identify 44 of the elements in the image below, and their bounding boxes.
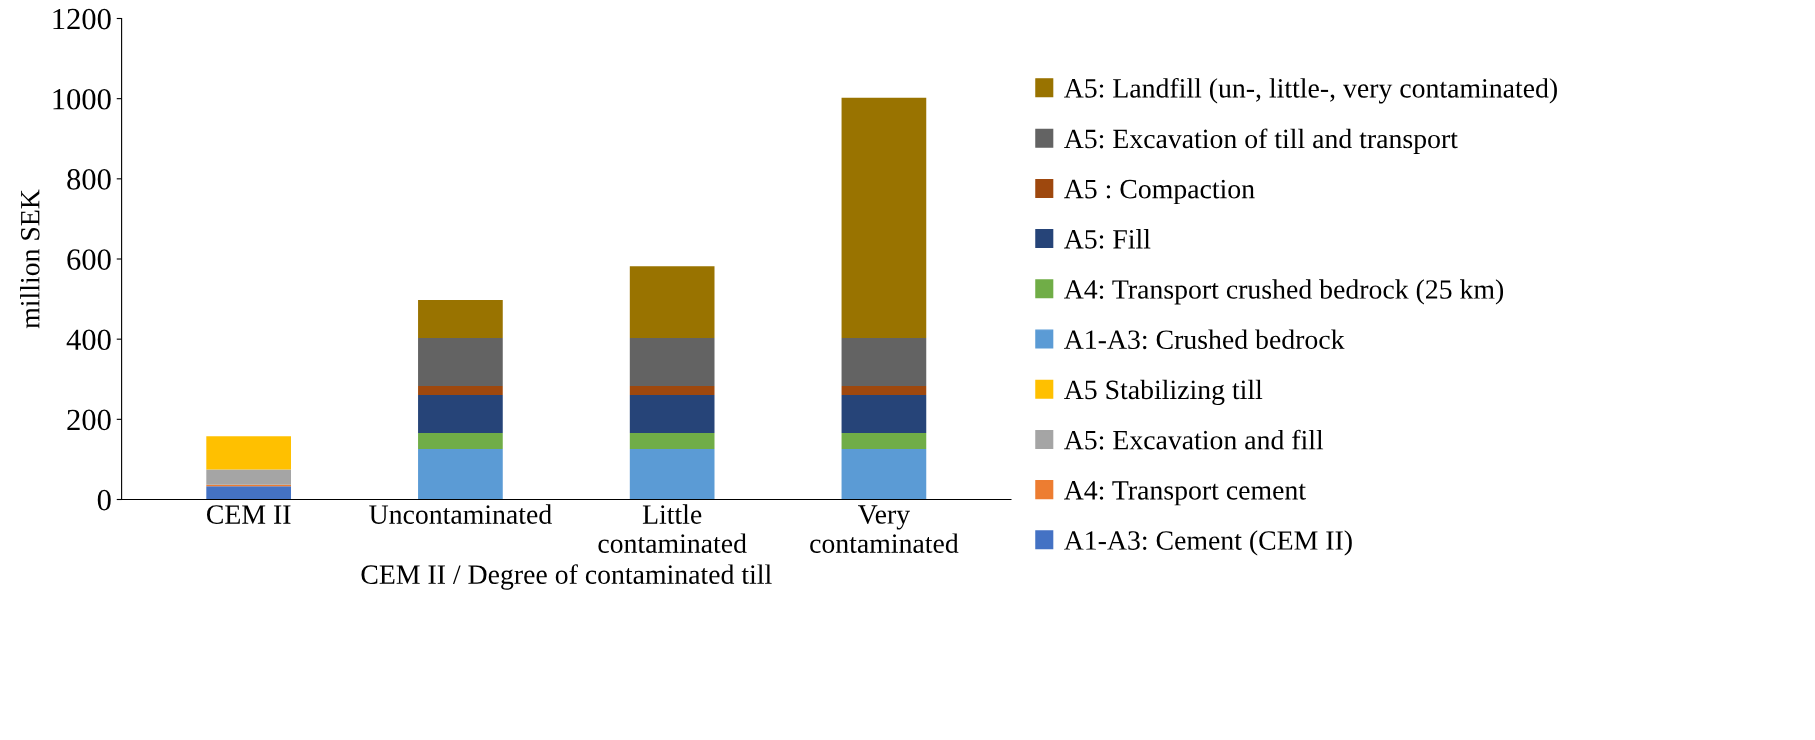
- x-tick-label: Very contaminated: [810, 505, 959, 553]
- bar: [418, 299, 503, 338]
- y-tick-label: 200: [67, 409, 111, 431]
- legend-label: A5: Excavation of till and transport: [1064, 128, 1458, 154]
- bar: [206, 486, 291, 500]
- y-tick-label: 0: [97, 489, 111, 511]
- bar: [629, 386, 715, 395]
- bar: [418, 386, 503, 395]
- x-tick-label: CEM II: [206, 505, 291, 524]
- x-tick-label: Little contaminated: [598, 504, 747, 553]
- bar: [629, 432, 715, 449]
- y-tick-label: 600: [67, 249, 111, 270]
- x-axis-title: CEM II / Degree of contaminated till: [361, 564, 772, 590]
- legend-label: A4: Transport crushed bedrock (25 km): [1064, 279, 1504, 305]
- legend-label: A1-A3: Crushed bedrock: [1064, 329, 1345, 350]
- legend-label: A1-A3: Cement (CEM II): [1064, 530, 1352, 556]
- legend-label: A5 : Compaction: [1064, 179, 1255, 205]
- x-tick-label: Uncontaminated: [369, 504, 552, 524]
- legend-label: A5: Excavation and fill: [1064, 429, 1324, 450]
- legend-label: A4: Transport cement: [1064, 481, 1306, 506]
- y-tick-label: 800: [67, 169, 111, 190]
- y-tick-label: 1200: [53, 8, 111, 30]
- bar: [841, 432, 927, 449]
- bar: [841, 97, 927, 338]
- bar: [841, 386, 927, 395]
- bar: [841, 337, 927, 387]
- bar: [629, 394, 715, 433]
- y-axis-title: million SEK: [20, 189, 40, 329]
- bar: [841, 449, 927, 500]
- y-tick-label: 1000: [53, 88, 111, 110]
- bar: [629, 449, 715, 500]
- legend-label: A5: Landfill (un-, little-, very contaminated): [1064, 77, 1557, 104]
- bar: [418, 432, 503, 449]
- bar: [418, 337, 503, 387]
- legend-label: A5: Fill: [1064, 229, 1151, 249]
- bar: [629, 266, 715, 338]
- y-tick-label: 400: [66, 329, 111, 351]
- bar: [206, 469, 291, 485]
- bar: [418, 449, 503, 500]
- bar: [418, 394, 503, 433]
- bar: [206, 436, 291, 470]
- bar: [841, 394, 927, 433]
- bar: [629, 337, 715, 387]
- legend-label: A5 Stabilizing till: [1064, 379, 1263, 405]
